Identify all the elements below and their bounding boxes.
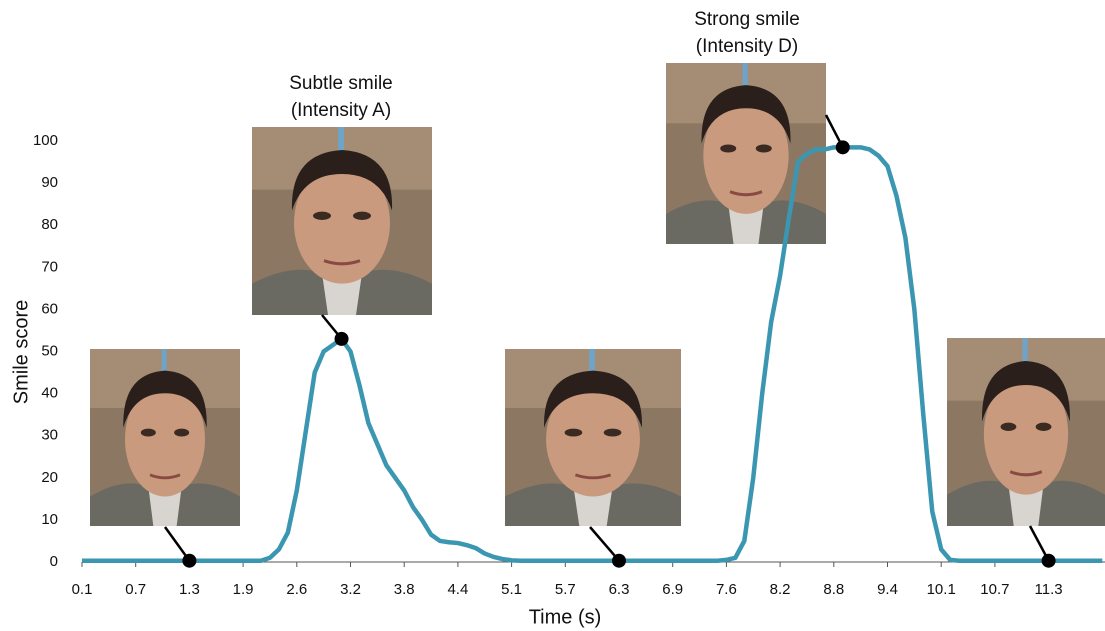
x-tick-label: 5.7 — [555, 581, 576, 598]
x-tick-label: 3.2 — [340, 581, 361, 598]
y-tick-label: 10 — [41, 511, 58, 528]
y-tick-label: 80 — [41, 216, 58, 233]
y-tick-label: 0 — [50, 553, 58, 570]
x-tick-label: 10.7 — [980, 581, 1009, 598]
marker — [835, 140, 850, 155]
y-tick-label: 90 — [41, 174, 58, 191]
marker — [612, 553, 626, 568]
line — [82, 145, 1103, 563]
face-photo — [505, 349, 681, 526]
annotation: Subtle smile — [289, 73, 393, 94]
face-photo — [947, 338, 1105, 526]
y-axis-title: Smile score — [10, 300, 32, 404]
y-tick-label: 50 — [41, 342, 58, 359]
y-tick-label: 30 — [41, 427, 58, 444]
x-tick-label: 0.1 — [72, 581, 93, 598]
face-photo — [90, 349, 240, 526]
y-tick-label: 60 — [41, 300, 58, 317]
x-tick-label: 3.8 — [394, 581, 415, 598]
x-axis-title: Time (s) — [529, 606, 602, 628]
x-tick-label: 8.8 — [823, 581, 844, 598]
y-tick-label: 70 — [41, 258, 58, 275]
face-photo — [666, 63, 826, 244]
x-tick-label: 6.9 — [662, 581, 683, 598]
marker — [182, 553, 197, 568]
x-tick-label: 7.6 — [716, 581, 737, 598]
face-photos — [90, 63, 1105, 526]
annotation: (Intensity D) — [696, 36, 798, 57]
marker — [1041, 553, 1056, 568]
x-tick-label: 8.2 — [770, 581, 791, 598]
y-tick-label: 40 — [41, 385, 58, 402]
x-tick-label: 6.3 — [609, 581, 630, 598]
annotation: Strong smile — [694, 9, 800, 30]
y-tick-label: 20 — [41, 469, 58, 486]
x-tick-label: 5.1 — [501, 581, 522, 598]
x-tick-label: 9.4 — [877, 581, 898, 598]
x-tick-label: 1.9 — [233, 581, 254, 598]
annotation: (Intensity A) — [291, 100, 391, 121]
x-tick-label: 0.7 — [125, 581, 146, 598]
x-tick-label: 10.1 — [927, 581, 956, 598]
face-photo — [252, 127, 432, 315]
x-tick-label: 4.4 — [447, 581, 468, 598]
x-tick-label: 11.3 — [1035, 581, 1063, 598]
x-tick-label: 2.6 — [286, 581, 307, 598]
marker — [334, 331, 349, 346]
x-tick-label: 1.3 — [179, 581, 200, 598]
connector — [589, 526, 620, 562]
y-tick-label: 100 — [33, 132, 58, 149]
